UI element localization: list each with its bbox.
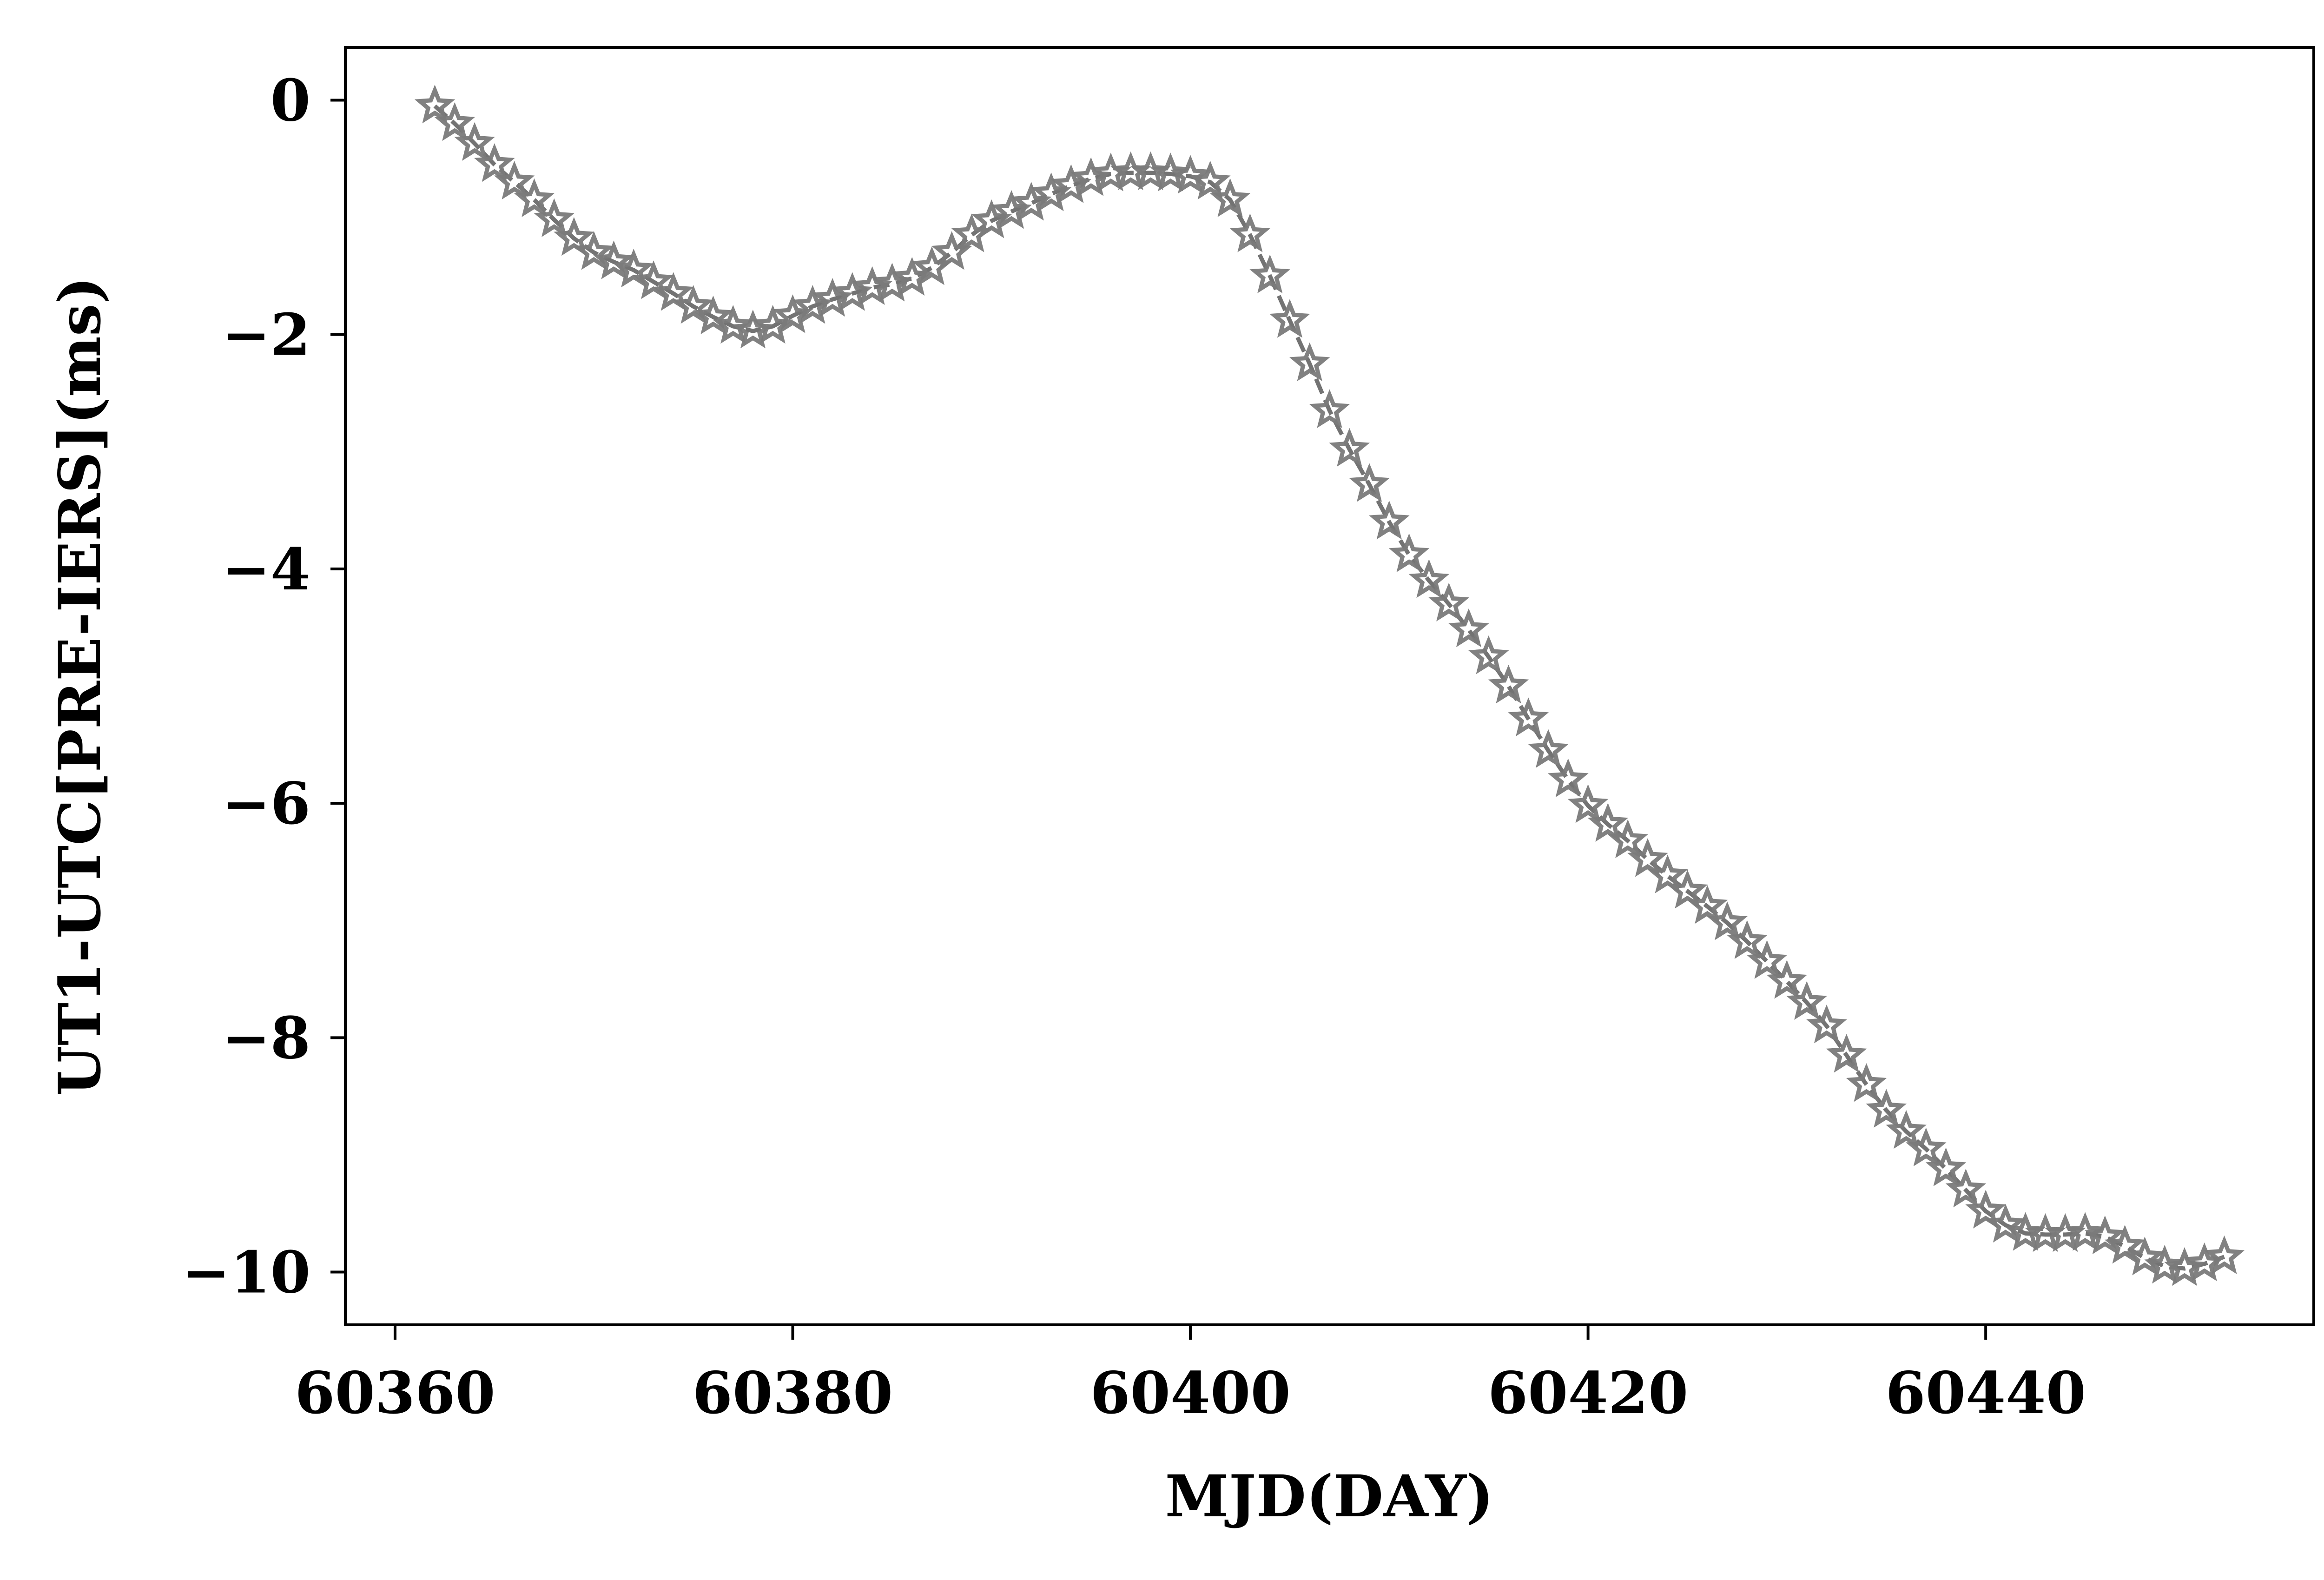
- data-point: [1667, 870, 1708, 909]
- data-point: [1448, 608, 1489, 648]
- data-point: [1408, 559, 1450, 598]
- data-point: [474, 143, 515, 182]
- data-point: [1190, 160, 1231, 200]
- data-point: [1229, 213, 1271, 252]
- y-tick-label: 0: [271, 67, 310, 134]
- data-point: [2204, 1235, 2245, 1275]
- data-point: [1647, 854, 1688, 893]
- data-point: [1806, 1005, 1847, 1044]
- data-point: [554, 217, 594, 256]
- data-point: [1627, 838, 1668, 877]
- data-point: [613, 248, 654, 288]
- data-point: [593, 240, 634, 279]
- data-point: [1826, 1034, 1867, 1073]
- data-point: [1567, 784, 1609, 823]
- data-point: [1727, 920, 1768, 959]
- data-point: [673, 285, 714, 324]
- plot-area: [414, 85, 2245, 1286]
- data-point: [1866, 1089, 1907, 1128]
- data-point: [573, 231, 614, 270]
- data-point: [2085, 1215, 2126, 1255]
- series-line: [433, 104, 2225, 1271]
- data-point: [1249, 254, 1290, 293]
- y-tick-label: −10: [182, 1239, 310, 1307]
- data-point: [1369, 500, 1410, 540]
- data-point: [1707, 901, 1748, 940]
- y-tick-label: −4: [222, 536, 310, 603]
- data-point: [713, 304, 753, 344]
- x-axis-ticks: 60360 60380 60400 60420 60440: [295, 1325, 2086, 1427]
- data-point: [1289, 342, 1330, 381]
- x-tick-label: 60380: [693, 1360, 893, 1427]
- data-point: [514, 178, 555, 217]
- data-point: [1985, 1203, 2026, 1243]
- y-axis-ticks: 0 −2 −4 −6 −8 −10: [182, 67, 345, 1307]
- data-point: [1925, 1147, 1967, 1186]
- data-point: [1886, 1110, 1927, 1149]
- data-point: [414, 85, 456, 124]
- data-point: [1746, 940, 1788, 979]
- data-point: [1428, 582, 1469, 621]
- data-point: [1209, 178, 1251, 217]
- data-point: [1945, 1169, 1987, 1208]
- data-point: [494, 160, 535, 200]
- x-tick-label: 60400: [1090, 1360, 1290, 1427]
- data-point: [1329, 428, 1370, 467]
- data-point: [2065, 1212, 2106, 1251]
- axes-frame: [344, 46, 2315, 1326]
- data-point: [1548, 758, 1589, 797]
- data-point: [1488, 664, 1529, 704]
- data-point: [1528, 729, 1569, 768]
- data-point: [1766, 960, 1808, 999]
- data-point: [1388, 533, 1430, 572]
- data-point: [1468, 635, 1509, 674]
- data-point: [1846, 1063, 1887, 1102]
- data-point: [1906, 1127, 1947, 1167]
- data-point: [1687, 885, 1728, 924]
- data-point: [1269, 299, 1310, 338]
- data-point: [1508, 697, 1549, 736]
- data-point: [693, 295, 734, 335]
- y-tick-label: −2: [222, 302, 310, 369]
- x-tick-label: 60360: [295, 1360, 495, 1427]
- data-point: [633, 260, 674, 299]
- data-point: [1786, 981, 1827, 1020]
- x-axis-label: MJD(DAY): [1165, 1463, 1494, 1530]
- data-point: [534, 198, 574, 237]
- data-point: [1607, 819, 1648, 859]
- data-point: [653, 272, 694, 311]
- x-tick-label: 60440: [1885, 1360, 2086, 1427]
- data-point: [2104, 1225, 2146, 1264]
- data-point: [1965, 1190, 2006, 1229]
- y-tick-label: −8: [222, 1005, 310, 1072]
- data-point: [1309, 389, 1350, 428]
- x-tick-label: 60420: [1488, 1360, 1688, 1427]
- data-point: [2124, 1236, 2166, 1276]
- data-point: [1587, 803, 1629, 842]
- data-point: [434, 102, 475, 141]
- data-point: [1170, 155, 1211, 194]
- data-point: [1150, 152, 1191, 192]
- data-point: [2144, 1244, 2185, 1284]
- y-axis-label: UT1-UTC[PRE-IERS](ms): [46, 277, 114, 1096]
- data-point: [454, 122, 495, 161]
- y-tick-label: −6: [222, 770, 310, 838]
- data-point: [1349, 463, 1390, 502]
